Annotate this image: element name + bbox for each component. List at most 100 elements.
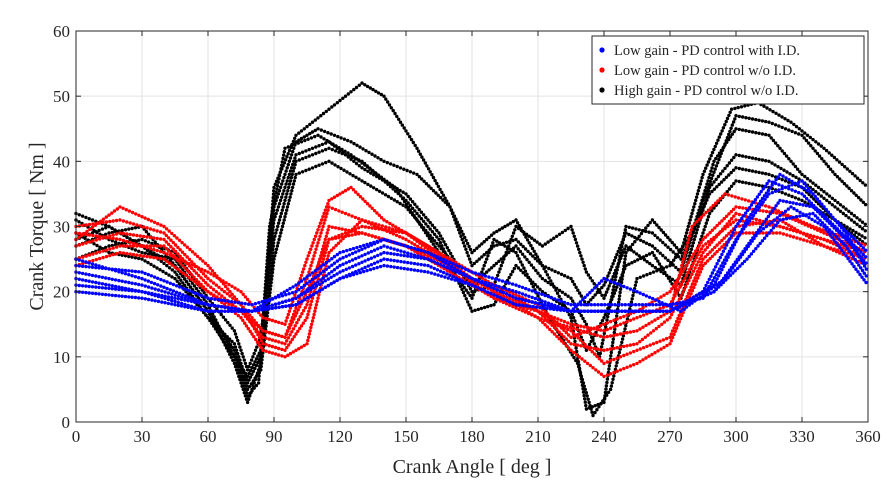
- data-point: [294, 290, 298, 294]
- data-point: [698, 270, 703, 274]
- data-point: [284, 211, 288, 216]
- data-point: [816, 192, 821, 196]
- data-point: [290, 337, 294, 342]
- data-point: [87, 253, 92, 257]
- data-point: [728, 222, 733, 226]
- data-point: [757, 183, 761, 188]
- data-point: [465, 241, 470, 246]
- data-point: [786, 118, 790, 123]
- data-point: [120, 241, 124, 246]
- data-point: [323, 208, 327, 212]
- data-point: [809, 201, 814, 205]
- data-point: [507, 250, 511, 255]
- data-point: [255, 345, 259, 349]
- data-point: [690, 224, 694, 229]
- data-point: [287, 198, 291, 203]
- data-point: [309, 325, 313, 330]
- data-point: [603, 390, 608, 395]
- data-point: [784, 154, 789, 158]
- data-point: [172, 234, 177, 238]
- data-point: [369, 263, 374, 267]
- data-point: [636, 258, 640, 262]
- data-point: [547, 266, 551, 271]
- data-point: [691, 269, 696, 273]
- data-point: [155, 229, 159, 233]
- data-point: [552, 236, 556, 240]
- data-point: [152, 247, 156, 252]
- data-point: [421, 226, 426, 230]
- data-point: [287, 182, 292, 186]
- data-point: [285, 316, 289, 320]
- data-point: [776, 201, 780, 205]
- data-point: [353, 225, 357, 229]
- data-point: [178, 248, 182, 252]
- data-point: [303, 138, 307, 143]
- data-point: [335, 146, 339, 150]
- data-point: [84, 232, 88, 237]
- data-point: [445, 246, 449, 250]
- data-point: [448, 273, 452, 278]
- data-marks: [74, 81, 868, 418]
- data-point: [243, 361, 248, 366]
- data-point: [590, 410, 594, 414]
- data-point: [209, 291, 213, 296]
- data-point: [281, 221, 285, 225]
- data-point: [628, 318, 633, 322]
- data-point: [560, 290, 565, 294]
- data-point: [599, 359, 604, 363]
- data-point: [161, 269, 165, 274]
- data-point: [761, 209, 765, 213]
- data-point: [605, 334, 609, 339]
- data-point: [609, 384, 614, 388]
- data-point: [423, 161, 427, 165]
- data-point: [572, 334, 576, 338]
- data-point: [152, 236, 156, 240]
- data-point: [385, 160, 389, 165]
- data-point: [684, 247, 688, 251]
- data-point: [625, 352, 629, 356]
- data-point: [430, 173, 434, 177]
- data-point: [693, 266, 697, 270]
- data-point: [125, 244, 129, 248]
- data-point: [135, 223, 139, 227]
- data-point: [287, 172, 292, 177]
- data-point: [332, 246, 336, 250]
- data-point: [128, 221, 132, 225]
- data-point: [91, 233, 95, 238]
- data-point: [532, 238, 537, 242]
- data-point: [97, 285, 101, 290]
- data-point: [794, 124, 799, 129]
- data-point: [783, 117, 787, 121]
- data-point: [118, 250, 122, 255]
- data-point: [411, 140, 415, 145]
- data-point: [164, 240, 168, 244]
- data-point: [104, 223, 108, 227]
- data-point: [806, 141, 811, 145]
- data-point: [291, 139, 296, 144]
- data-point: [595, 354, 599, 359]
- data-point: [760, 222, 765, 227]
- data-point: [575, 343, 580, 347]
- data-point: [611, 262, 615, 266]
- data-point: [100, 286, 105, 290]
- data-point: [837, 230, 841, 235]
- data-point: [370, 152, 374, 156]
- data-point: [694, 273, 699, 277]
- data-point: [673, 329, 677, 333]
- data-point: [627, 232, 631, 237]
- data-point: [232, 329, 237, 333]
- data-point: [221, 315, 226, 319]
- data-point: [272, 208, 276, 213]
- data-point: [716, 161, 720, 165]
- data-point: [820, 214, 825, 218]
- data-point: [223, 334, 227, 339]
- data-point: [131, 252, 136, 257]
- data-point: [324, 274, 328, 278]
- data-point: [644, 241, 649, 245]
- data-point: [557, 337, 561, 341]
- data-point: [228, 323, 232, 327]
- data-point: [817, 154, 822, 158]
- data-point: [140, 257, 144, 261]
- data-point: [367, 225, 371, 230]
